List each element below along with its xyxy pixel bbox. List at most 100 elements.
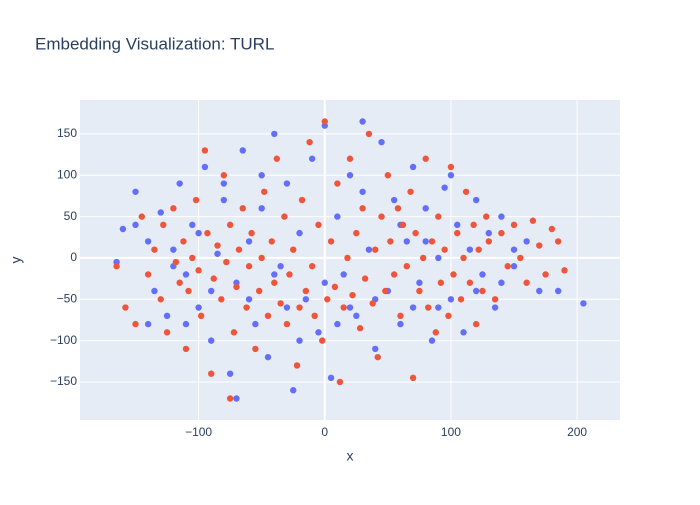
point: [163, 329, 171, 336]
point: [441, 184, 448, 191]
point: [472, 287, 480, 295]
y-tick-label: −150: [50, 374, 77, 388]
point: [243, 304, 250, 311]
point: [365, 130, 373, 138]
point: [374, 353, 381, 361]
point: [422, 205, 429, 212]
point: [308, 155, 316, 162]
point: [479, 287, 486, 295]
point: [302, 296, 310, 303]
point: [372, 345, 379, 353]
point: [472, 320, 480, 328]
point: [283, 304, 291, 311]
point: [271, 271, 278, 278]
point: [281, 213, 288, 220]
point: [296, 229, 303, 237]
point: [407, 188, 414, 195]
point: [340, 304, 347, 311]
point: [425, 304, 432, 311]
point: [132, 221, 139, 229]
point: [157, 209, 164, 216]
point: [498, 213, 505, 220]
point: [151, 287, 158, 295]
point: [248, 229, 255, 237]
point: [462, 188, 470, 195]
point: [397, 312, 404, 320]
y-tick-label: 100: [57, 167, 77, 181]
point: [419, 254, 427, 262]
point: [472, 196, 480, 204]
point: [189, 221, 196, 229]
point: [220, 180, 228, 187]
point: [214, 242, 221, 249]
point: [245, 263, 253, 270]
point: [144, 238, 152, 245]
point: [306, 138, 313, 146]
point: [185, 287, 192, 295]
point: [151, 246, 158, 253]
point: [554, 287, 562, 295]
point: [390, 271, 398, 278]
point: [412, 229, 419, 237]
point: [460, 329, 467, 336]
point: [361, 275, 369, 282]
point: [195, 304, 202, 311]
point: [319, 337, 326, 344]
point: [510, 263, 518, 270]
point: [258, 172, 265, 179]
y-tick-label: 150: [57, 126, 77, 140]
point: [208, 287, 215, 295]
point: [397, 320, 404, 328]
point: [485, 238, 492, 245]
point: [182, 345, 190, 353]
x-tick-label: 100: [441, 425, 461, 439]
point: [226, 395, 234, 402]
point: [239, 147, 246, 154]
point: [447, 163, 455, 171]
point: [349, 291, 356, 299]
point: [428, 337, 436, 344]
point: [498, 229, 505, 237]
point: [523, 279, 530, 286]
point: [277, 263, 284, 270]
point: [195, 229, 202, 237]
point: [356, 325, 364, 332]
point: [365, 246, 373, 253]
point: [226, 370, 234, 377]
point: [144, 271, 152, 278]
point: [290, 387, 297, 394]
point: [491, 296, 499, 303]
point: [172, 258, 180, 266]
point: [554, 238, 562, 245]
x-tick-label: 0: [321, 425, 328, 439]
point: [428, 238, 436, 245]
point: [536, 287, 543, 295]
point: [298, 196, 306, 204]
point: [327, 238, 335, 245]
point: [261, 188, 268, 195]
y-tick-label: 0: [70, 250, 77, 264]
point: [382, 287, 389, 295]
point: [264, 353, 272, 361]
point: [235, 246, 243, 253]
point: [403, 263, 410, 270]
point: [255, 287, 263, 295]
point: [523, 238, 530, 245]
point: [210, 275, 217, 282]
point: [189, 254, 196, 262]
point: [346, 304, 354, 311]
point: [290, 246, 297, 253]
point: [422, 238, 429, 245]
point: [315, 329, 322, 336]
point: [340, 271, 347, 278]
point: [390, 196, 398, 204]
point: [483, 213, 490, 220]
point: [220, 172, 228, 179]
point: [529, 217, 537, 224]
point: [223, 258, 230, 266]
point: [491, 304, 499, 311]
point: [286, 271, 293, 278]
point: [226, 221, 234, 229]
y-axis-label: y: [8, 257, 24, 264]
